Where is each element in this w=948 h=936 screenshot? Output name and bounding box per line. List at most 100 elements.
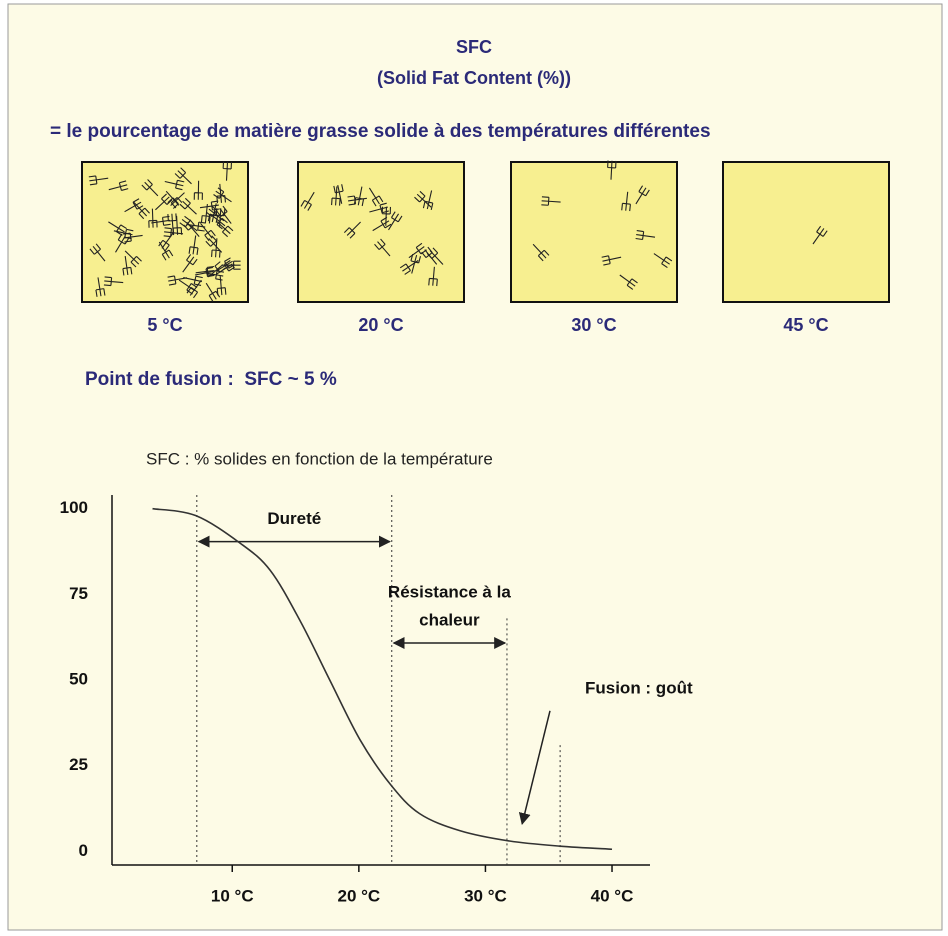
span-label: Dureté <box>267 509 321 528</box>
molecule <box>148 208 158 228</box>
molecule <box>195 265 216 276</box>
molecule <box>653 253 673 268</box>
molecule <box>193 180 203 200</box>
molecule <box>422 190 434 211</box>
molecule <box>635 185 650 205</box>
x-tick-label: 10 °C <box>211 886 254 905</box>
annotation-label: Fusion : goût <box>585 678 693 697</box>
molecule <box>188 235 199 255</box>
state-box <box>722 161 890 303</box>
molecule <box>200 222 216 242</box>
molecule <box>205 282 221 302</box>
molecule <box>164 179 185 191</box>
boxes: 5 °C 20 °C 30 °C 45 °C <box>81 160 890 335</box>
molecule <box>167 213 177 233</box>
y-tick-label: 25 <box>69 755 88 774</box>
molecule <box>333 184 344 204</box>
molecule <box>207 261 226 278</box>
x-tick-label: 40 °C <box>591 886 634 905</box>
molecule <box>216 257 235 272</box>
box-label: 5 °C <box>147 315 182 335</box>
molecule <box>194 266 215 278</box>
molecule <box>179 197 197 215</box>
subtitle: (Solid Fat Content (%)) <box>377 68 571 88</box>
molecule <box>213 187 232 203</box>
molecule <box>178 279 198 295</box>
molecule <box>113 228 134 240</box>
molecule <box>428 266 438 287</box>
molecule <box>621 191 631 212</box>
molecule <box>532 243 550 262</box>
molecule <box>124 250 142 268</box>
title: SFC <box>456 37 492 57</box>
molecule <box>167 192 185 209</box>
molecule <box>174 167 192 185</box>
molecule <box>151 215 171 226</box>
state-box <box>510 161 678 303</box>
state-box <box>297 161 465 303</box>
chart-title: SFC : % solides en fonction de la tempér… <box>146 449 493 468</box>
molecule <box>216 276 227 296</box>
background <box>7 3 943 931</box>
molecule <box>353 186 365 207</box>
molecule <box>374 238 391 257</box>
molecule <box>410 253 422 274</box>
molecule <box>122 256 133 276</box>
y-tick-label: 100 <box>60 498 88 517</box>
molecule <box>155 193 173 211</box>
molecule <box>88 175 109 186</box>
sfc-curve <box>152 507 613 851</box>
molecule <box>216 205 232 224</box>
molecule <box>421 246 438 265</box>
y-tick-label: 75 <box>69 584 88 603</box>
molecule <box>165 190 183 209</box>
molecule <box>300 191 315 211</box>
molecule <box>635 230 656 241</box>
span-label: Résistance à la <box>388 582 511 601</box>
molecule <box>186 221 206 232</box>
molecule <box>369 202 389 214</box>
molecule <box>207 203 219 223</box>
molecule <box>133 201 150 220</box>
molecule <box>124 198 144 213</box>
molecule <box>95 277 106 297</box>
molecule <box>222 161 233 181</box>
molecule <box>103 276 124 287</box>
definition: = le pourcentage de matière grasse solid… <box>50 121 711 142</box>
x-tick-label: 30 °C <box>464 886 507 905</box>
molecule <box>619 274 638 290</box>
molecule <box>388 211 403 231</box>
note: Point de fusion : SFC ~ 5 % <box>85 369 337 390</box>
molecule <box>541 196 561 206</box>
molecule <box>108 221 127 236</box>
molecule <box>89 243 106 262</box>
molecule <box>199 200 220 211</box>
molecule <box>183 219 200 237</box>
molecule <box>158 232 174 252</box>
molecule <box>368 187 384 207</box>
molecule <box>182 254 198 273</box>
molecule <box>172 215 183 236</box>
molecule <box>200 204 211 224</box>
box-label: 30 °C <box>571 315 616 335</box>
annotation-arrow <box>518 710 551 826</box>
molecule <box>414 190 432 208</box>
molecule <box>381 206 392 226</box>
y-tick-label: 0 <box>79 841 88 860</box>
molecule <box>399 260 419 275</box>
molecule <box>141 179 159 197</box>
molecule <box>183 275 203 287</box>
y-tick-label: 50 <box>69 669 88 688</box>
molecule <box>601 255 622 266</box>
box-label: 45 °C <box>783 315 828 335</box>
box-label: 20 °C <box>358 315 403 335</box>
chart: SFC : % solides en fonction de la tempér… <box>60 449 693 905</box>
molecule <box>812 225 828 245</box>
x-tick-label: 20 °C <box>337 886 380 905</box>
molecule <box>108 180 129 191</box>
molecule <box>205 235 223 253</box>
molecule <box>115 233 130 253</box>
molecule <box>211 238 221 258</box>
molecule <box>179 215 198 232</box>
